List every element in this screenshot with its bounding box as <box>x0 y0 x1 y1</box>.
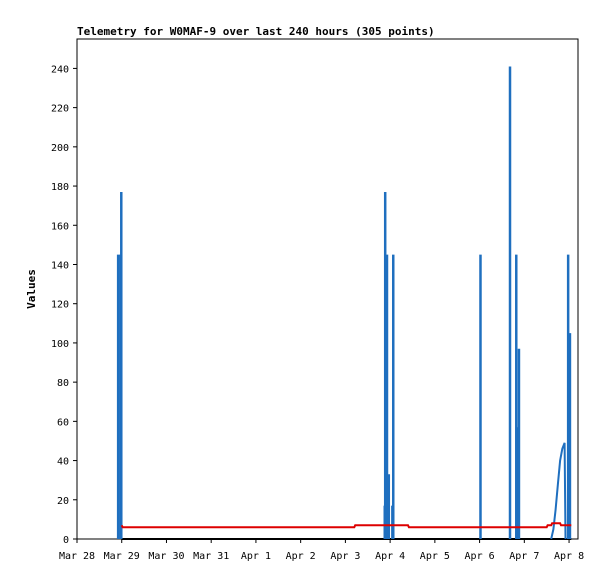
x-tick-label: Apr 7 <box>509 551 539 562</box>
y-tick-label: 100 <box>51 339 69 350</box>
y-tick-label: 80 <box>57 378 69 389</box>
y-tick-label: 20 <box>57 496 69 507</box>
y-axis-label: Values <box>25 269 38 309</box>
y-tick-label: 40 <box>57 457 69 468</box>
y-tick-label: 180 <box>51 182 69 193</box>
y-tick-label: 160 <box>51 221 69 232</box>
y-tick-label: 120 <box>51 300 69 311</box>
series-group <box>116 66 572 540</box>
x-tick-label: Apr 4 <box>375 551 405 562</box>
x-tick-label: Apr 6 <box>465 551 495 562</box>
x-tick-label: Mar 29 <box>104 551 140 562</box>
x-tick-label: Apr 1 <box>241 551 271 562</box>
x-tick-label: Mar 31 <box>193 551 229 562</box>
x-tick-label: Apr 3 <box>330 551 360 562</box>
y-tick-label: 140 <box>51 260 69 271</box>
y-tick-label: 0 <box>63 535 69 546</box>
y-tick-label: 220 <box>51 104 69 115</box>
plot-frame <box>76 38 579 540</box>
x-tick-label: Apr 2 <box>286 551 316 562</box>
x-tick-label: Mar 28 <box>59 551 95 562</box>
baseline-series-line <box>120 522 572 529</box>
y-tick-label: 240 <box>51 64 69 75</box>
x-axis: Mar 28 Mar 29 Mar 30 Mar 31 Apr 1 Apr 2 Apr 3 A… <box>59 539 584 562</box>
y-tick-label: 200 <box>51 143 69 154</box>
x-tick-label: Apr 8 <box>554 551 584 562</box>
ramp-line <box>550 442 567 540</box>
x-tick-label: Mar 30 <box>148 551 184 562</box>
chart-title: Telemetry for W0MAF-9 over last 240 hour… <box>77 25 435 38</box>
y-tick-label: 60 <box>57 417 69 428</box>
y-axis: 0 20 40 60 80 100 120 140 160 180 200 220 240 <box>51 64 77 546</box>
x-tick-label: Apr 5 <box>420 551 450 562</box>
